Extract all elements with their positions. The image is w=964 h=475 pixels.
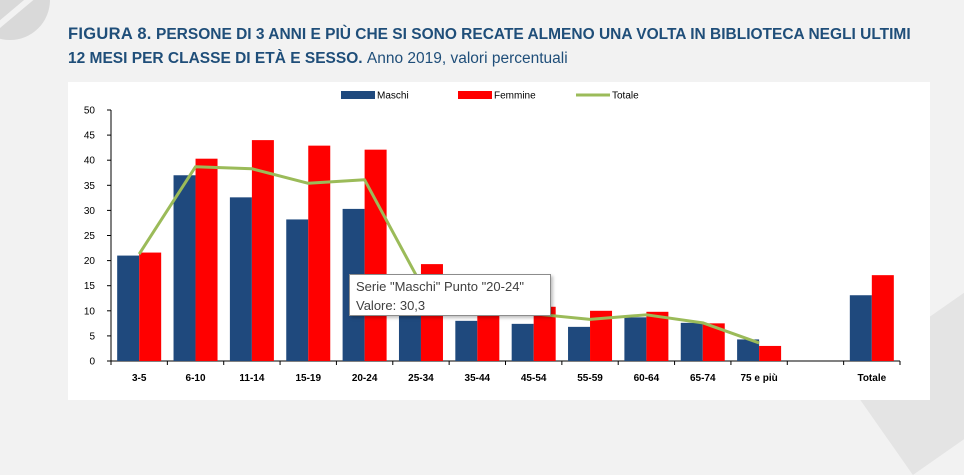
x-tick-label: 60-64 bbox=[634, 373, 660, 384]
y-tick-label: 0 bbox=[89, 357, 95, 368]
y-tick-label: 35 bbox=[84, 181, 96, 192]
y-tick-label: 10 bbox=[84, 306, 96, 317]
bar-chart: 0 5 10 15 20 25 30 35 40 45 50 3-5 6-10 11-14 15-19 20-… bbox=[84, 91, 901, 384]
bar-femmine-6-10 bbox=[195, 158, 218, 361]
x-tick-label: 25-34 bbox=[408, 373, 434, 384]
bar-maschi-25-34 bbox=[398, 303, 421, 361]
y-tick-label: 45 bbox=[84, 131, 96, 142]
bar-femmine-75 e più bbox=[759, 345, 782, 361]
bar-maschi-55-59 bbox=[568, 326, 591, 361]
legend-label-maschi: Maschi bbox=[377, 91, 409, 102]
x-tick-label: Totale bbox=[857, 373, 886, 384]
chart-area: 0 5 10 15 20 25 30 35 40 45 50 3-5 6-10 11-14 15-19 20-… bbox=[68, 82, 930, 400]
figure-title: FIGURA 8. PERSONE DI 3 ANNI E PIÙ CHE SI… bbox=[68, 22, 928, 71]
bar-maschi-35-44 bbox=[455, 320, 478, 361]
x-tick-label: 65-74 bbox=[690, 373, 716, 384]
figure-label: FIGURA 8. bbox=[68, 25, 152, 43]
x-tick-label: 35-44 bbox=[465, 373, 491, 384]
x-tick-label: 11-14 bbox=[239, 373, 264, 384]
bar-maschi-45-54 bbox=[511, 323, 534, 361]
bar-femmine-65-74 bbox=[702, 323, 725, 361]
y-tick-label: 50 bbox=[84, 106, 96, 117]
tooltip-series-point: Serie "Maschi" Punto "20-24" bbox=[356, 279, 525, 294]
y-tick-label: 25 bbox=[84, 231, 96, 242]
bar-femmine-60-64 bbox=[646, 311, 669, 361]
corner-decoration bbox=[0, 0, 50, 40]
bar-maschi-15-19 bbox=[286, 219, 309, 361]
y-tick-label: 5 bbox=[89, 331, 95, 342]
y-tick-label: 15 bbox=[84, 281, 96, 292]
x-tick-label: 20-24 bbox=[352, 373, 378, 384]
legend-label-totale: Totale bbox=[612, 91, 639, 102]
x-tick-label: 75 e più bbox=[740, 373, 777, 384]
bar-maschi-3-5 bbox=[117, 255, 140, 361]
x-tick-label: 45-54 bbox=[521, 373, 547, 384]
bar-maschi-Totale bbox=[849, 295, 872, 361]
legend-swatch-femmine bbox=[458, 91, 492, 99]
chart-tooltip: Serie "Maschi" Punto "20-24" Valore: 30,… bbox=[349, 274, 551, 316]
bar-femmine-15-19 bbox=[308, 145, 331, 361]
bar-femmine-Totale bbox=[871, 275, 894, 361]
figure-title-main: PERSONE DI 3 ANNI E PIÙ CHE SI SONO RECA… bbox=[68, 26, 911, 67]
y-tick-label: 20 bbox=[84, 256, 96, 267]
bar-maschi-65-74 bbox=[680, 322, 703, 361]
legend-swatch-maschi bbox=[341, 91, 375, 99]
x-tick-label: 6-10 bbox=[186, 373, 206, 384]
y-tick-label: 40 bbox=[84, 156, 96, 167]
bar-femmine-55-59 bbox=[590, 310, 613, 361]
legend-label-femmine: Femmine bbox=[494, 91, 536, 102]
bar-femmine-3-5 bbox=[139, 252, 162, 361]
bar-maschi-60-64 bbox=[624, 317, 647, 361]
bar-maschi-11-14 bbox=[229, 197, 252, 361]
x-tick-label: 15-19 bbox=[295, 373, 321, 384]
bar-femmine-45-54 bbox=[533, 306, 556, 361]
figure-subtitle: Anno 2019, valori percentuali bbox=[366, 50, 568, 67]
bar-femmine-11-14 bbox=[251, 140, 274, 361]
bar-femmine-20-24 bbox=[364, 149, 387, 361]
x-tick-label: 55-59 bbox=[577, 373, 603, 384]
tooltip-value: Valore: 30,3 bbox=[356, 298, 426, 313]
y-tick-label: 30 bbox=[84, 206, 96, 217]
x-tick-label: 3-5 bbox=[132, 373, 147, 384]
bar-maschi-6-10 bbox=[173, 175, 196, 361]
bar-maschi-75 e più bbox=[737, 339, 760, 361]
